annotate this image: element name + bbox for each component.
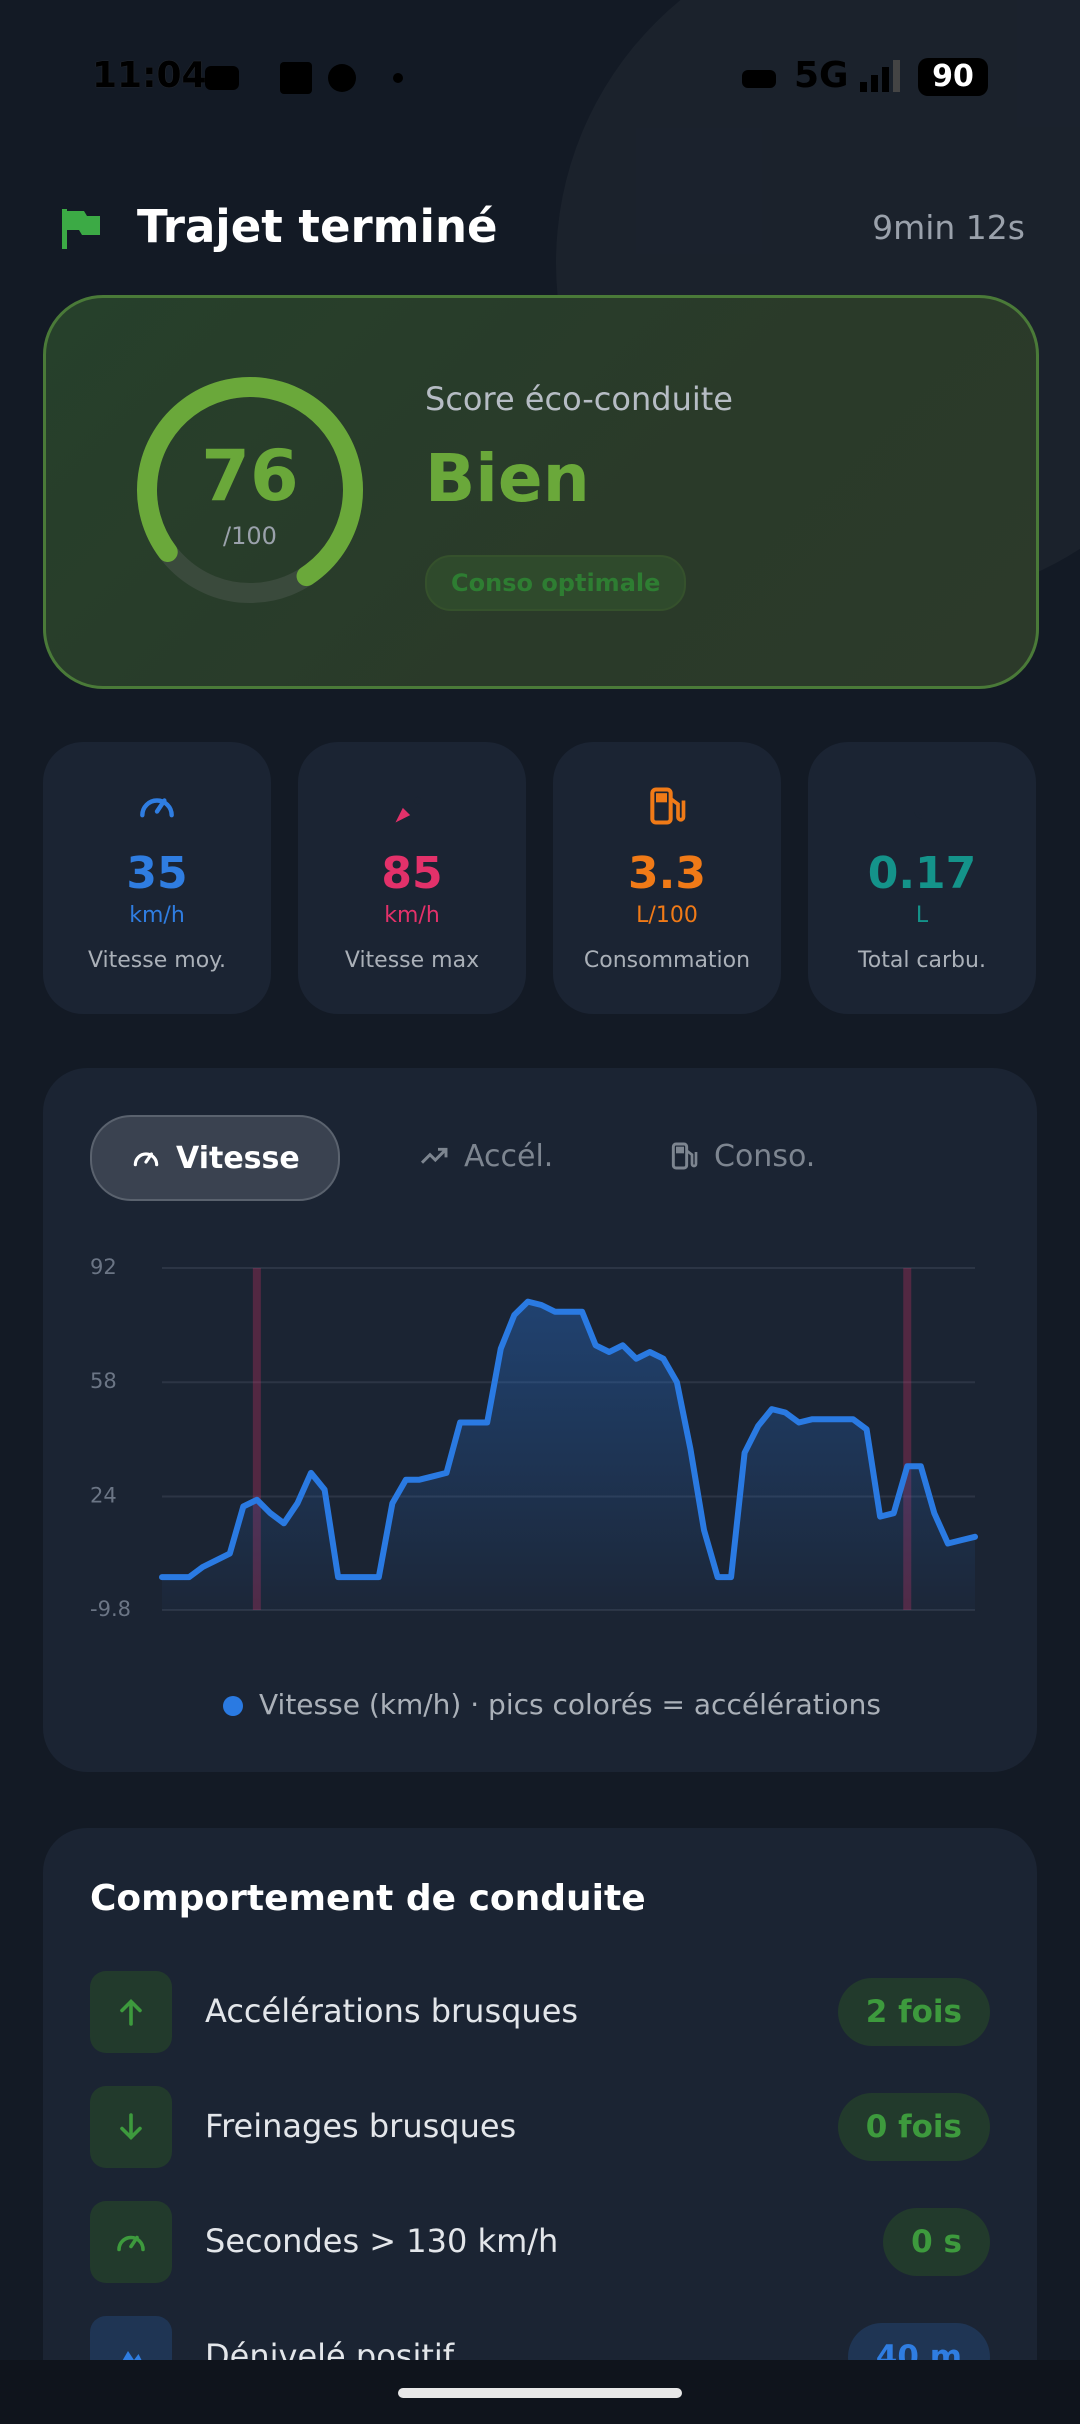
row-icon bbox=[90, 2086, 172, 2168]
legend-text: Vitesse (km/h) · pics colorés = accéléra… bbox=[259, 1688, 881, 1721]
status-battery: 90 bbox=[918, 58, 988, 96]
content: 11:04 5G 90 Trajet terminé 9min 12s 76 /… bbox=[43, 55, 1039, 2360]
stat-label: Consommation bbox=[583, 948, 751, 973]
fuel-icon bbox=[671, 1142, 698, 1170]
mountain-icon bbox=[122, 2351, 142, 2360]
chart-tab[interactable]: Accél. bbox=[380, 1115, 591, 1197]
accel-highlight bbox=[903, 1268, 912, 1610]
y-tick-label: -9.8 bbox=[90, 1597, 131, 1621]
score-badge: Conso optimale bbox=[425, 555, 687, 611]
stat-unit: L/100 bbox=[636, 903, 698, 928]
gauge-icon bbox=[117, 2235, 145, 2252]
speed-area bbox=[162, 1301, 975, 1610]
speed-line bbox=[159, 1298, 978, 1581]
row-label: Freinages brusques bbox=[205, 2107, 517, 2145]
status-time: 11:04 bbox=[92, 55, 207, 96]
flag-icon bbox=[62, 209, 100, 249]
stat-icon-wrap bbox=[808, 784, 1036, 832]
row-icon bbox=[90, 2316, 172, 2360]
stat-value: 85 bbox=[381, 848, 443, 899]
stat-value: 0.17 bbox=[867, 848, 977, 899]
down-icon bbox=[120, 2113, 142, 2141]
stat-card bbox=[298, 742, 526, 1014]
row-icon bbox=[90, 2201, 172, 2283]
fuel-icon bbox=[650, 787, 686, 825]
stat-icon-wrap bbox=[553, 784, 781, 832]
status-icons bbox=[205, 62, 403, 94]
row-value: 0 s bbox=[883, 2208, 990, 2276]
chart-tab[interactable]: Vitesse bbox=[90, 1115, 340, 1201]
stat-value: 3.3 bbox=[628, 848, 706, 899]
stat-unit: km/h bbox=[129, 903, 185, 928]
stat-label: Total carbu. bbox=[858, 948, 986, 973]
chart-tab-label: Vitesse bbox=[176, 1140, 300, 1176]
row-label: Secondes > 130 km/h bbox=[205, 2222, 559, 2260]
y-tick-label: 24 bbox=[90, 1483, 117, 1507]
behavior-title: Comportement de conduite bbox=[90, 1878, 646, 1919]
score-ring bbox=[137, 377, 363, 603]
accel-highlight bbox=[252, 1268, 261, 1610]
stat-icon-wrap bbox=[298, 784, 526, 832]
row-value: 40 m bbox=[847, 2323, 990, 2360]
score-rating: Bien bbox=[425, 440, 590, 517]
drop-icon bbox=[914, 811, 923, 819]
rocket-icon bbox=[395, 796, 422, 823]
stat-label: Vitesse moy. bbox=[87, 948, 227, 973]
row-label: Accélérations brusques bbox=[205, 1992, 579, 2030]
score-card bbox=[43, 295, 1039, 689]
legend-dot bbox=[223, 1696, 243, 1716]
stat-card bbox=[43, 742, 271, 1014]
stat-unit: km/h bbox=[384, 903, 440, 928]
gauge-icon bbox=[140, 798, 174, 818]
home-indicator bbox=[398, 2388, 682, 2398]
trip-title: Trajet terminé bbox=[137, 200, 498, 253]
score-max: /100 bbox=[223, 522, 277, 550]
row-label: Dénivelé positif bbox=[205, 2337, 455, 2360]
score-value: 76 bbox=[201, 435, 299, 517]
status-network: 5G bbox=[794, 55, 849, 96]
score-label: Score éco-conduite bbox=[425, 380, 733, 418]
gauge-icon bbox=[133, 1152, 159, 1167]
stat-icon-wrap bbox=[43, 784, 271, 832]
row-value: 0 fois bbox=[837, 2093, 990, 2161]
stat-unit: L bbox=[915, 903, 929, 928]
chart-tab-label: Conso. bbox=[714, 1138, 816, 1174]
chart-tab[interactable]: Conso. bbox=[630, 1115, 853, 1197]
row-value: 2 fois bbox=[837, 1978, 990, 2046]
up-icon bbox=[120, 1998, 142, 2026]
row-icon bbox=[90, 1971, 172, 2053]
trend-icon bbox=[420, 1147, 448, 1164]
y-tick-label: 92 bbox=[90, 1255, 117, 1279]
speed-chart: 92 58 24 -9.8 Vitesse (km/h) · pics colorés … bbox=[90, 1255, 978, 1721]
ring-progress bbox=[137, 377, 363, 603]
trip-duration: 9min 12s bbox=[872, 208, 1025, 247]
car-icon bbox=[742, 70, 776, 88]
stat-label: Vitesse max bbox=[344, 948, 480, 973]
stat-value: 35 bbox=[126, 848, 188, 899]
stat-card bbox=[808, 742, 1036, 1014]
signal-icon bbox=[860, 60, 900, 92]
stat-card bbox=[553, 742, 781, 1014]
y-tick-label: 58 bbox=[90, 1369, 117, 1393]
chart-tab-label: Accél. bbox=[464, 1138, 554, 1174]
